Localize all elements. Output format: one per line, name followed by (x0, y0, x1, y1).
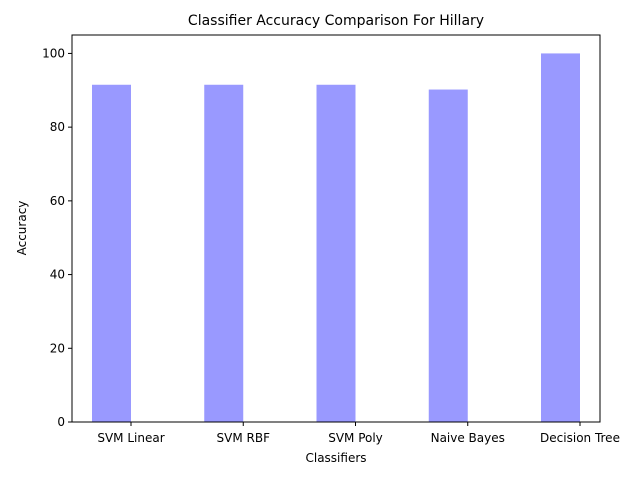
y-tick-label: 60 (50, 194, 65, 208)
bars-group (92, 53, 580, 423)
x-tick-label: SVM RBF (217, 431, 271, 445)
bar-svm-linear (92, 84, 131, 422)
y-tick-label: 80 (50, 120, 65, 134)
bar-svm-poly (316, 84, 356, 422)
y-tick-label: 40 (50, 268, 65, 282)
y-tick-label: 20 (50, 341, 65, 355)
y-tick-label: 0 (57, 415, 65, 429)
x-tick-label: Decision Tree (540, 431, 620, 445)
y-axis: 0 20 40 60 80 100 (42, 46, 72, 429)
x-tick-label: Naive Bayes (431, 431, 505, 445)
y-axis-label: Accuracy (15, 201, 29, 256)
bar-naive-bayes (428, 89, 468, 422)
y-tick-label: 100 (42, 46, 65, 60)
plot-frame (71, 34, 601, 423)
x-axis: SVM Linear SVM RBF SVM Poly Naive Bayes Deci… (97, 422, 620, 445)
x-tick-label: SVM Poly (328, 431, 383, 445)
x-tick-label: SVM Linear (97, 431, 164, 445)
x-axis-label: Classifiers (305, 451, 366, 465)
chart-title: Classifier Accuracy Comparison For Hilla… (188, 13, 484, 29)
bar-svm-rbf (204, 84, 244, 422)
bar-decision-tree (541, 53, 580, 423)
